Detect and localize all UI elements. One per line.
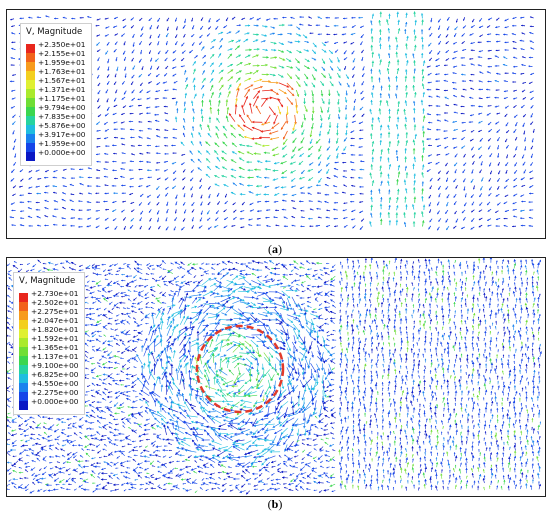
legend-value-label: +5.876e+00 — [38, 121, 86, 130]
legend-value-label: +3.917e+00 — [38, 130, 86, 139]
legend-swatch — [26, 80, 35, 89]
legend-value-label: +1.820e+01 — [31, 325, 79, 334]
legend-value-label: +1.592e+01 — [31, 334, 79, 343]
legend-swatch — [26, 53, 35, 62]
legend-b-color-scale — [19, 293, 28, 410]
legend-swatch — [26, 125, 35, 134]
legend-value-label: +9.100e+00 — [31, 361, 79, 370]
legend-value-label: +0.000e+00 — [38, 148, 86, 157]
legend-a-title: V, Magnitude — [26, 27, 86, 37]
legend-value-label: +2.502e+01 — [31, 298, 79, 307]
legend-value-label: +2.350e+01 — [38, 40, 86, 49]
legend-value-label: +0.000e+00 — [31, 397, 79, 406]
legend-value-label: +9.794e+00 — [38, 103, 86, 112]
legend-swatch — [19, 293, 28, 302]
vector-plot-a: V, Magnitude +2.350e+01+2.155e+01+1.959e… — [6, 9, 546, 239]
legend-swatch — [19, 320, 28, 329]
legend-swatch — [19, 374, 28, 383]
legend-b: V, Magnitude +2.730e+01+2.502e+01+2.275e… — [13, 272, 85, 415]
legend-swatch — [19, 383, 28, 392]
legend-value-label: +2.730e+01 — [31, 289, 79, 298]
legend-value-label: +1.567e+01 — [38, 76, 86, 85]
legend-swatch — [19, 356, 28, 365]
velocity-vector-field-b — [7, 258, 545, 496]
legend-value-label: +1.959e+01 — [38, 58, 86, 67]
legend-a: V, Magnitude +2.350e+01+2.155e+01+1.959e… — [20, 23, 92, 166]
legend-swatch — [19, 311, 28, 320]
legend-swatch — [26, 98, 35, 107]
legend-value-label: +1.175e+01 — [38, 94, 86, 103]
caption-a: (a) — [0, 242, 550, 257]
legend-a-color-scale — [26, 44, 35, 161]
legend-value-label: +7.835e+00 — [38, 112, 86, 121]
legend-swatch — [19, 401, 28, 410]
legend-value-label: +1.763e+01 — [38, 67, 86, 76]
legend-b-title: V, Magnitude — [19, 276, 79, 286]
legend-swatch — [26, 107, 35, 116]
legend-value-label: +1.959e+00 — [38, 139, 86, 148]
legend-value-label: +2.155e+01 — [38, 49, 86, 58]
legend-swatch — [26, 152, 35, 161]
legend-value-label: +2.275e+00 — [31, 388, 79, 397]
legend-value-label: +1.365e+01 — [31, 343, 79, 352]
legend-swatch — [26, 134, 35, 143]
legend-swatch — [26, 44, 35, 53]
vector-plot-b: V, Magnitude +2.730e+01+2.502e+01+2.275e… — [6, 257, 546, 497]
legend-swatch — [26, 71, 35, 80]
legend-swatch — [19, 302, 28, 311]
legend-value-label: +2.275e+01 — [31, 307, 79, 316]
legend-value-label: +1.137e+01 — [31, 352, 79, 361]
legend-swatch — [26, 62, 35, 71]
legend-b-value-labels: +2.730e+01+2.502e+01+2.275e+01+2.047e+01… — [31, 289, 79, 410]
legend-swatch — [19, 365, 28, 374]
caption-b: (b) — [0, 497, 550, 512]
highlight-circle — [197, 326, 283, 412]
legend-value-label: +4.550e+00 — [31, 379, 79, 388]
legend-value-label: +2.047e+01 — [31, 316, 79, 325]
legend-swatch — [19, 338, 28, 347]
legend-swatch — [19, 392, 28, 401]
legend-swatch — [19, 347, 28, 356]
legend-swatch — [19, 329, 28, 338]
legend-a-value-labels: +2.350e+01+2.155e+01+1.959e+01+1.763e+01… — [38, 40, 86, 161]
legend-value-label: +6.825e+00 — [31, 370, 79, 379]
legend-swatch — [26, 116, 35, 125]
legend-value-label: +1.371e+01 — [38, 85, 86, 94]
legend-swatch — [26, 89, 35, 98]
legend-swatch — [26, 143, 35, 152]
